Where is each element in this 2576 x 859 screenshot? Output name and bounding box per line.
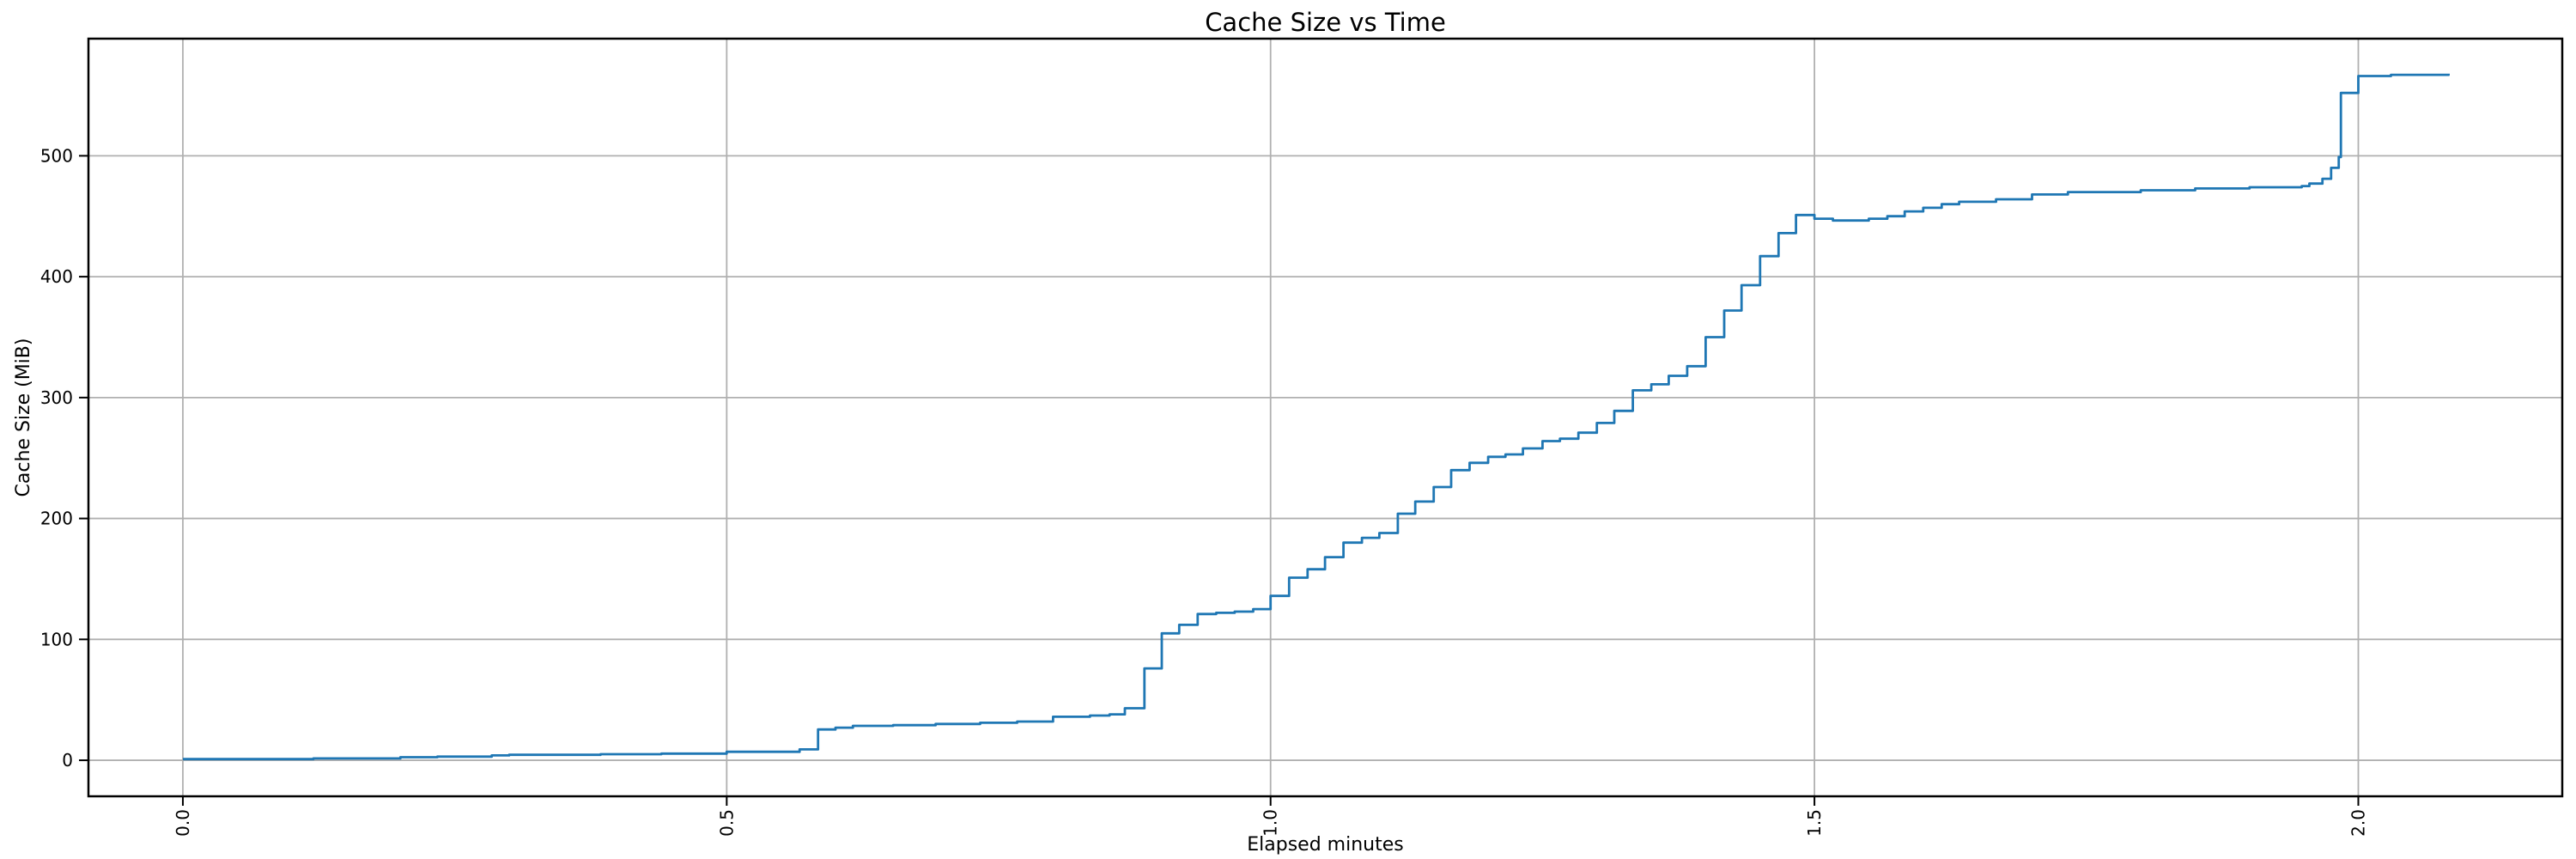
- plot-area-border: [87, 37, 2564, 798]
- cache-size-line: [183, 73, 2450, 761]
- x-tick-label: 1.0: [1261, 809, 1281, 837]
- y-tick-label: 500: [40, 145, 73, 166]
- y-axis-label: Cache Size (MiB): [13, 338, 34, 497]
- gridlines: [88, 39, 2562, 796]
- axis-ticks: [79, 155, 2360, 806]
- y-tick-label: 0: [62, 750, 73, 771]
- x-tick-label: 1.5: [1804, 809, 1825, 837]
- y-tick-label: 200: [40, 509, 73, 529]
- tick-labels: 0.0 0.5 1.0 1.5 2.0 0 100 200 300 400 500: [40, 145, 2369, 836]
- y-tick-label: 300: [40, 387, 73, 408]
- x-axis-label: Elapsed minutes: [1247, 834, 1403, 856]
- x-tick-label: 0.0: [173, 809, 193, 837]
- y-tick-label: 100: [40, 629, 73, 649]
- chart-title: Cache Size vs Time: [1205, 8, 1446, 37]
- x-tick-label: 0.5: [716, 809, 737, 837]
- x-tick-label: 2.0: [2348, 809, 2368, 837]
- y-tick-label: 400: [40, 266, 73, 287]
